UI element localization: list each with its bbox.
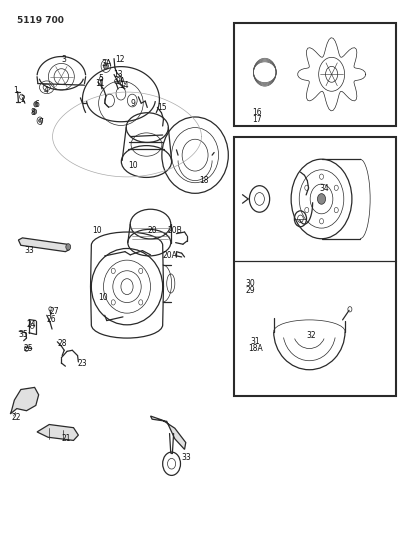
Text: 3A: 3A [102,59,112,68]
Text: 9A: 9A [115,77,126,86]
Circle shape [34,102,38,107]
Circle shape [104,63,109,69]
Text: 28: 28 [57,339,67,348]
Text: 20: 20 [147,226,157,235]
Circle shape [66,244,71,250]
Text: 17: 17 [252,115,262,124]
Circle shape [39,119,41,122]
Text: 1: 1 [13,86,18,95]
Text: 10: 10 [98,293,107,302]
Text: 25: 25 [24,344,33,353]
Text: 2: 2 [21,95,26,104]
Text: 14: 14 [119,80,129,90]
Text: 32: 32 [306,331,316,340]
Text: 34: 34 [319,183,329,192]
Text: 11: 11 [95,79,105,88]
Text: 33: 33 [25,246,35,255]
Text: 18: 18 [199,176,208,185]
Text: 12: 12 [115,55,124,64]
Text: 23: 23 [78,359,87,367]
Polygon shape [18,238,69,252]
Polygon shape [151,416,186,449]
Polygon shape [37,424,78,440]
Text: 4: 4 [44,86,49,95]
Text: 15: 15 [157,103,167,112]
Text: 22: 22 [11,413,21,422]
Text: 3: 3 [61,55,66,64]
Text: 10: 10 [128,161,137,170]
Text: 5: 5 [99,74,104,83]
Text: 27: 27 [49,307,59,316]
Text: 9: 9 [130,99,135,108]
Polygon shape [10,387,39,414]
Text: 24: 24 [27,320,36,329]
Text: 18A: 18A [248,344,262,353]
Text: 13: 13 [113,70,122,79]
Text: 20B: 20B [168,226,182,235]
Text: 26: 26 [47,315,56,324]
Bar [234,136,397,397]
Text: 35: 35 [18,330,28,339]
Text: 29: 29 [245,286,255,295]
Text: 21: 21 [61,434,71,443]
Text: 31: 31 [251,337,260,346]
Text: 5119 700: 5119 700 [17,16,64,25]
Text: 30: 30 [245,279,255,288]
Text: 33: 33 [182,453,191,462]
Text: 8: 8 [31,108,35,117]
Text: 20A: 20A [163,252,177,261]
Text: 16: 16 [252,108,262,117]
Circle shape [317,193,326,204]
Text: 6: 6 [35,100,40,109]
Text: 7: 7 [38,118,43,127]
Text: 10: 10 [93,226,102,235]
Circle shape [33,109,37,114]
Bar [234,22,397,126]
